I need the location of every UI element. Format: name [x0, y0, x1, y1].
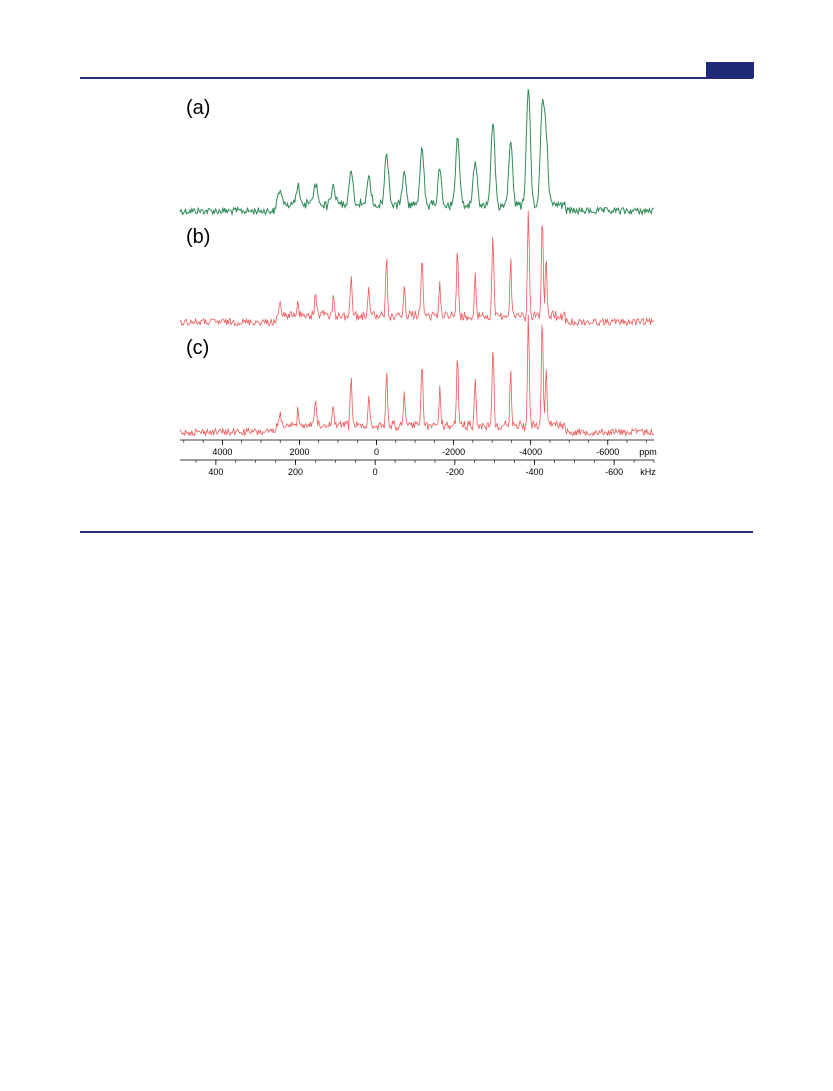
tick-label: -4000 [519, 447, 542, 457]
spectrum-panel-b: (b) [179, 210, 655, 327]
axis-unit-label: kHz [640, 467, 656, 477]
axis-unit-label: ppm [639, 447, 657, 457]
ppm-axis: 4000 2000 0 -2000 -4000 -6000 ppm [180, 439, 657, 457]
tick-label: 0 [374, 447, 379, 457]
panel-label: (b) [186, 226, 210, 248]
tick-label: 200 [288, 467, 303, 477]
tick-label: -400 [525, 467, 543, 477]
spectrum-line [179, 210, 655, 327]
nmr-spectra-figure: (a)(b)(c) 4000 2000 0 -2000 -4000 -6000 ppm 40… [179, 89, 657, 477]
tick-label: -600 [605, 467, 623, 477]
panel-label: (a) [186, 97, 210, 119]
spectrum-line [179, 314, 655, 437]
tick-label: -200 [446, 467, 464, 477]
bottom-rule [80, 531, 753, 533]
panel-label: (c) [186, 337, 209, 359]
tick-label: 2000 [289, 447, 309, 457]
tick-label: -6000 [596, 447, 619, 457]
page-number-tab [706, 62, 754, 78]
top-rule [80, 77, 753, 79]
tick-label: -2000 [442, 447, 465, 457]
spectrum-panel-a: (a) [179, 89, 655, 217]
spectrum-line [179, 89, 655, 217]
khz-axis: 400 200 0 -200 -400 -600 kHz [180, 459, 656, 477]
spectrum-panel-c: (c) [179, 314, 655, 437]
tick-label: 400 [208, 467, 223, 477]
tick-label: 0 [373, 467, 378, 477]
tick-label: 4000 [212, 447, 232, 457]
